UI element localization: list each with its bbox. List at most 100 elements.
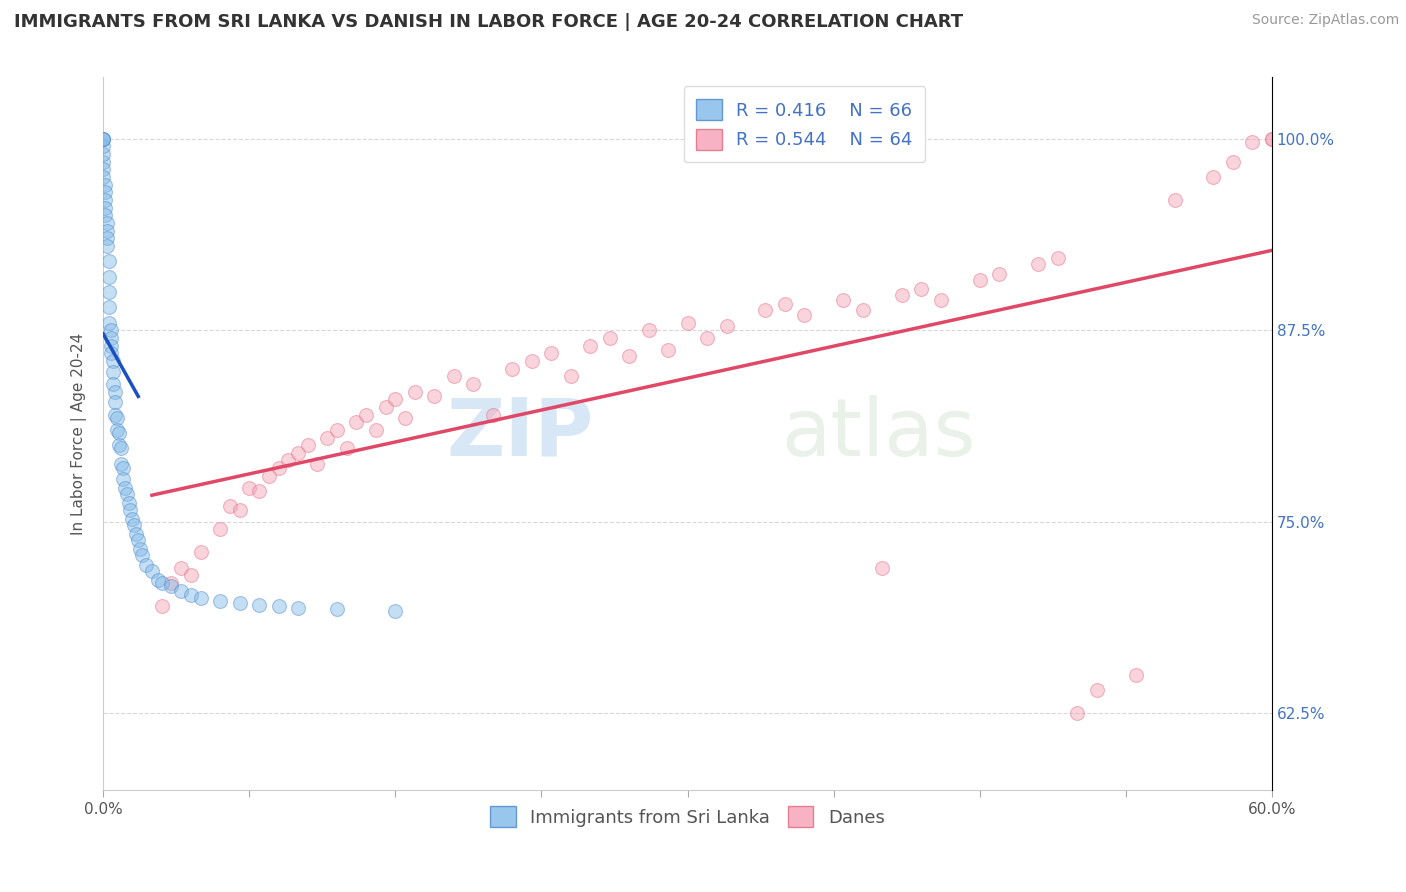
Point: [423, 389, 446, 403]
Point: [617, 349, 640, 363]
Point: [1261, 132, 1284, 146]
Point: [540, 346, 562, 360]
Point: [120, 502, 142, 516]
Point: [657, 343, 679, 358]
Point: [520, 354, 543, 368]
Point: [1026, 257, 1049, 271]
Point: [190, 545, 212, 559]
Point: [104, 384, 127, 399]
Point: [146, 573, 169, 587]
Point: [141, 564, 163, 578]
Point: [579, 338, 602, 352]
Point: [267, 461, 290, 475]
Point: [560, 369, 582, 384]
Point: [110, 442, 132, 456]
Point: [929, 293, 952, 307]
Point: [1222, 154, 1244, 169]
Point: [287, 446, 309, 460]
Point: [1125, 668, 1147, 682]
Point: [91, 154, 114, 169]
Point: [135, 558, 157, 572]
Point: [890, 288, 912, 302]
Point: [115, 487, 138, 501]
Point: [599, 331, 621, 345]
Point: [637, 323, 659, 337]
Point: [696, 331, 718, 345]
Point: [96, 224, 118, 238]
Point: [107, 438, 129, 452]
Point: [384, 604, 406, 618]
Point: [354, 408, 377, 422]
Point: [326, 602, 349, 616]
Point: [91, 132, 114, 146]
Point: [1261, 132, 1284, 146]
Point: [463, 376, 485, 391]
Point: [150, 599, 173, 613]
Y-axis label: In Labor Force | Age 20-24: In Labor Force | Age 20-24: [72, 333, 87, 535]
Point: [1085, 683, 1108, 698]
Point: [100, 331, 122, 345]
Point: [316, 430, 339, 444]
Point: [180, 568, 202, 582]
Point: [104, 395, 127, 409]
Point: [910, 282, 932, 296]
Point: [238, 481, 260, 495]
Point: [100, 346, 122, 360]
Text: ZIP: ZIP: [447, 394, 595, 473]
Point: [91, 132, 114, 146]
Point: [307, 457, 329, 471]
Point: [107, 425, 129, 440]
Point: [117, 496, 139, 510]
Point: [170, 583, 193, 598]
Point: [676, 316, 699, 330]
Point: [336, 442, 359, 456]
Point: [209, 523, 232, 537]
Point: [96, 231, 118, 245]
Point: [94, 208, 117, 222]
Legend: Immigrants from Sri Lanka, Danes: Immigrants from Sri Lanka, Danes: [484, 799, 891, 834]
Point: [257, 468, 280, 483]
Point: [773, 297, 796, 311]
Point: [297, 438, 319, 452]
Point: [94, 201, 117, 215]
Point: [228, 596, 250, 610]
Point: [374, 400, 396, 414]
Point: [501, 361, 523, 376]
Point: [96, 239, 118, 253]
Point: [111, 461, 134, 475]
Point: [170, 560, 193, 574]
Point: [127, 533, 149, 548]
Point: [96, 216, 118, 230]
Point: [101, 354, 124, 368]
Point: [394, 410, 416, 425]
Point: [247, 598, 270, 612]
Point: [125, 527, 148, 541]
Point: [160, 576, 183, 591]
Point: [247, 484, 270, 499]
Point: [1163, 193, 1185, 207]
Point: [100, 338, 122, 352]
Point: [988, 267, 1011, 281]
Point: [104, 408, 127, 422]
Point: [91, 169, 114, 184]
Point: [114, 481, 136, 495]
Point: [150, 576, 173, 591]
Point: [94, 178, 117, 192]
Point: [404, 384, 426, 399]
Point: [326, 423, 349, 437]
Point: [1066, 706, 1088, 721]
Point: [1241, 135, 1264, 149]
Point: [91, 132, 114, 146]
Point: [1046, 252, 1069, 266]
Text: Source: ZipAtlas.com: Source: ZipAtlas.com: [1251, 13, 1399, 28]
Point: [91, 162, 114, 177]
Point: [124, 517, 146, 532]
Text: IMMIGRANTS FROM SRI LANKA VS DANISH IN LABOR FORCE | AGE 20-24 CORRELATION CHART: IMMIGRANTS FROM SRI LANKA VS DANISH IN L…: [14, 13, 963, 31]
Point: [209, 594, 232, 608]
Point: [832, 293, 855, 307]
Point: [110, 457, 132, 471]
Point: [716, 318, 738, 333]
Point: [98, 269, 121, 284]
Point: [98, 316, 121, 330]
Point: [160, 579, 183, 593]
